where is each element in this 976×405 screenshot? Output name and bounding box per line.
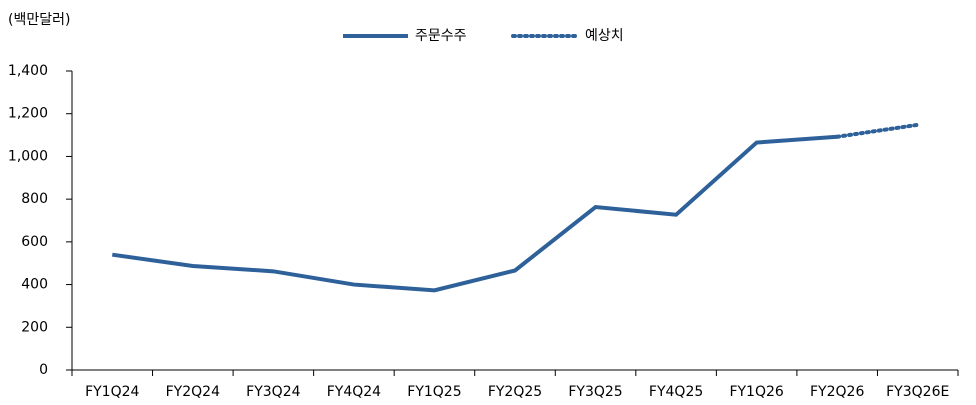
x-tick-label: FY2Q24 <box>166 384 220 400</box>
y-axis-label: (백만달러) <box>8 12 70 28</box>
legend-label: 예상치 <box>585 28 624 44</box>
x-tick-label: FY3Q24 <box>246 384 300 400</box>
x-tick-label: FY2Q25 <box>488 384 542 400</box>
x-tick-label: FY4Q24 <box>327 384 381 400</box>
x-tick-label: FY1Q25 <box>407 384 461 400</box>
data-line <box>111 134 838 293</box>
x-tick-label: FY1Q26 <box>729 384 783 400</box>
y-tick-label: 1,000 <box>8 148 48 164</box>
y-tick-label: 600 <box>21 234 48 250</box>
y-tick-label: 1,200 <box>8 106 48 122</box>
y-tick-label: 800 <box>21 191 48 207</box>
legend-label: 주문수주 <box>415 28 467 44</box>
x-tick-label: FY1Q24 <box>85 384 139 400</box>
x-tick-label: FY3Q25 <box>568 384 622 400</box>
y-tick-label: 1,400 <box>8 63 48 79</box>
y-tick-label: 200 <box>21 319 48 335</box>
y-tick-label: 0 <box>39 362 48 378</box>
x-tick-label: FY3Q26E <box>886 384 949 400</box>
x-tick-label: FY4Q25 <box>649 384 703 400</box>
y-tick-label: 400 <box>21 277 48 293</box>
data-line <box>835 122 920 139</box>
x-tick-label: FY2Q26 <box>810 384 864 400</box>
